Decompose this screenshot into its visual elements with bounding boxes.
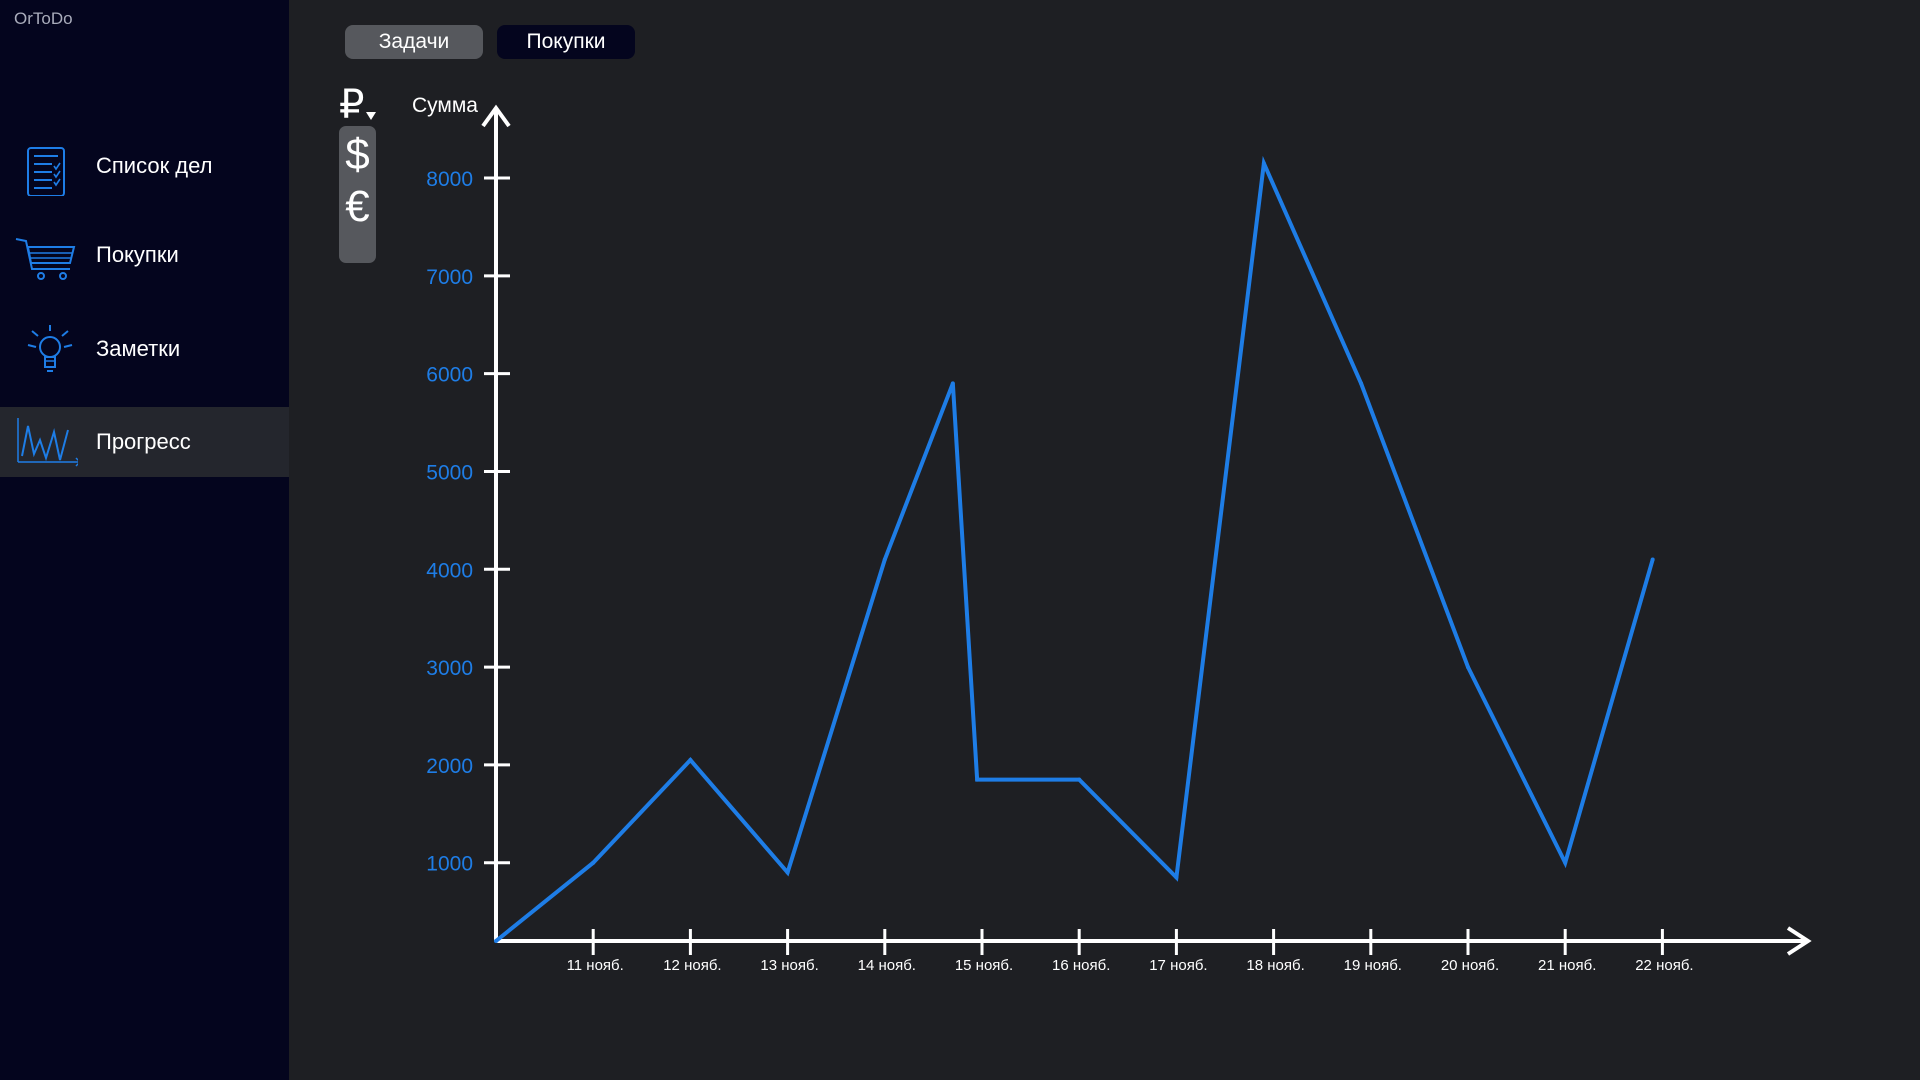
y-axis-label: Сумма	[412, 94, 478, 117]
y-tick-label: 5000	[426, 461, 473, 484]
y-tick-label: 2000	[426, 755, 473, 778]
data-point	[1466, 665, 1470, 670]
currency-option-dollar[interactable]: $	[345, 130, 370, 179]
sidebar-item-purchases[interactable]: Покупки	[0, 220, 289, 290]
series-line	[494, 155, 1655, 943]
currency-dropdown: $ €	[339, 126, 376, 263]
y-tick-label: 8000	[426, 168, 473, 191]
sidebar-item-progress[interactable]: Прогресс	[0, 407, 289, 477]
x-axis-arrow	[1786, 926, 1812, 956]
data-point	[882, 557, 887, 562]
data-point	[785, 870, 790, 875]
app-title: OrToDo	[14, 9, 73, 28]
lightbulb-icon	[27, 325, 73, 372]
data-point	[1261, 161, 1266, 166]
x-tick-label: 16 нояб.	[1052, 957, 1110, 974]
y-tick-label: 4000	[426, 559, 473, 582]
y-tick-label: 6000	[426, 364, 473, 387]
data-point	[688, 758, 693, 763]
data-point	[1174, 875, 1179, 880]
data-point	[950, 381, 955, 386]
sidebar-item-label: Список дел	[96, 153, 213, 178]
x-tick-label: 14 нояб.	[858, 957, 916, 974]
x-tick-label: 11 нояб.	[567, 957, 624, 974]
sidebar-item-todo-list[interactable]: Список дел	[0, 131, 289, 201]
currency-option-euro[interactable]: €	[345, 182, 370, 231]
data-point	[1650, 557, 1655, 562]
y-axis-arrow	[481, 104, 511, 128]
x-tick-label: 22 нояб.	[1635, 957, 1693, 974]
y-tick-label: 3000	[426, 657, 473, 680]
data-point	[1563, 860, 1568, 865]
line-chart-icon	[17, 418, 78, 467]
shopping-cart-icon	[15, 238, 76, 280]
tab-purchases[interactable]: Покупки	[497, 25, 635, 59]
sidebar-item-label: Покупки	[96, 242, 179, 267]
x-tick-label: 12 нояб.	[663, 957, 721, 974]
data-point	[591, 860, 596, 865]
y-tick-label: 7000	[426, 266, 473, 289]
sidebar-item-notes[interactable]: Заметки	[0, 314, 289, 384]
x-tick-label: 21 нояб.	[1538, 957, 1596, 974]
y-tick-label: 1000	[426, 853, 473, 876]
data-point	[1077, 777, 1082, 782]
currency-selector[interactable]: ₽	[339, 83, 365, 127]
tab-tasks[interactable]: Задачи	[345, 25, 483, 59]
x-tick-label: 20 нояб.	[1441, 957, 1499, 974]
checklist-icon	[27, 147, 65, 196]
data-point	[975, 777, 980, 782]
sidebar-item-label: Заметки	[96, 336, 181, 361]
x-tick-label: 15 нояб.	[955, 957, 1013, 974]
x-tick-label: 17 нояб.	[1149, 957, 1207, 974]
data-point	[1359, 381, 1364, 386]
sidebar: OrToDo Список дел Покупки	[0, 0, 289, 1080]
chevron-down-icon[interactable]	[366, 112, 376, 120]
data-point	[494, 939, 498, 943]
x-tick-label: 13 нояб.	[760, 957, 818, 974]
sidebar-item-label: Прогресс	[96, 429, 191, 454]
x-tick-label: 19 нояб.	[1344, 957, 1402, 974]
x-tick-label: 18 нояб.	[1246, 957, 1304, 974]
